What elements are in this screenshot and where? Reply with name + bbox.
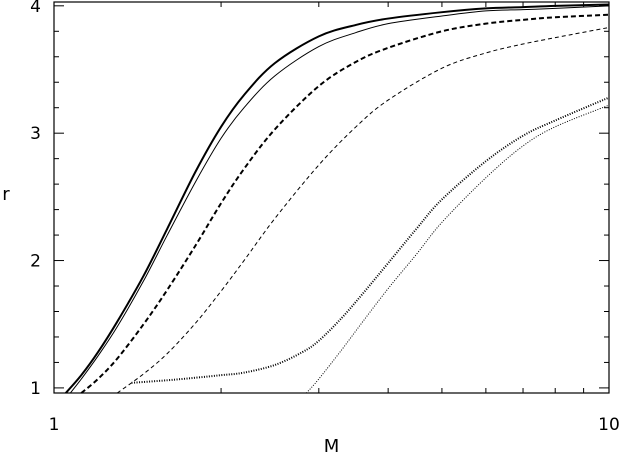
x-tick-label: 1 xyxy=(49,415,60,435)
y-axis-title: r xyxy=(2,184,10,205)
x-tick-label: 10 xyxy=(598,415,620,435)
series-line-1-solid-thick xyxy=(65,3,610,394)
series-layer xyxy=(65,3,610,394)
series-line-6-dotted-thin xyxy=(306,104,610,394)
series-line-2-solid-thin xyxy=(69,5,610,394)
series-line-5-dotted-thick xyxy=(131,96,610,384)
x-axis-title: M xyxy=(324,436,340,456)
plot-frame xyxy=(53,1,610,394)
y-tick-label: 4 xyxy=(30,0,41,17)
y-tick-label: 3 xyxy=(30,124,41,144)
y-tick-label: 1 xyxy=(30,379,41,399)
series-line-3-dashed-thick xyxy=(80,13,610,394)
y-tick-label: 2 xyxy=(30,252,41,272)
labels-layer: 1 10 1 2 3 4 xyxy=(30,0,620,435)
